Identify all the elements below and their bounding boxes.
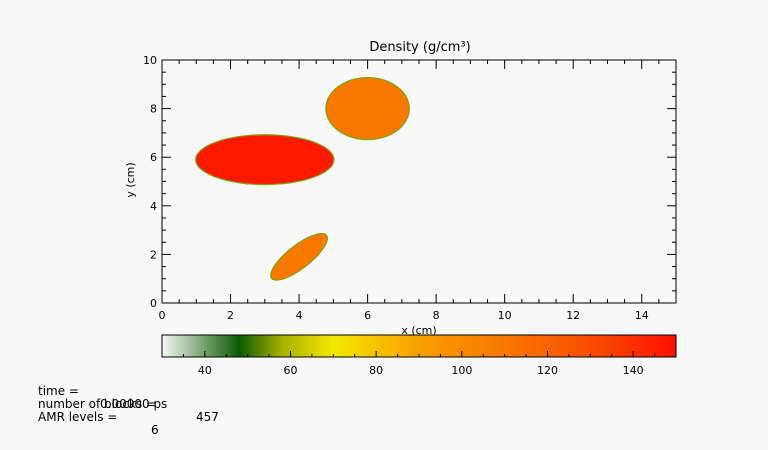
time-row: time = 0.00000 ps	[38, 372, 167, 411]
y-tick-label: 8	[150, 103, 157, 116]
region-fill	[271, 234, 327, 280]
density-region-1	[195, 134, 335, 186]
x-tick-label: 10	[498, 309, 512, 322]
density-region-2	[325, 77, 410, 141]
region-fill	[196, 135, 334, 184]
colorbar-tick-label: 60	[284, 364, 298, 377]
colorbar-tick-label: 80	[369, 364, 383, 377]
blocks-value: 457	[196, 410, 219, 424]
colorbar-tick-label: 40	[198, 364, 212, 377]
x-tick-label: 4	[296, 309, 303, 322]
colorbar-tick-label: 120	[537, 364, 558, 377]
simulation-info: time = 0.00000 ps number of blocks = 457…	[38, 372, 219, 437]
blocks-label: number of blocks =	[38, 397, 156, 411]
x-axis-label: x (cm)	[401, 324, 436, 337]
colorbar-gradient	[161, 334, 677, 358]
region-fill	[326, 78, 409, 139]
x-tick-label: 8	[433, 309, 440, 322]
chart-title: Density (g/cm³)	[369, 40, 470, 55]
axes: 0 2 4 6 8 10 12 14 0 2 4 6 8 10	[143, 54, 677, 322]
blocks-row: number of blocks = 457	[38, 385, 219, 424]
x-tick-label: 12	[566, 309, 580, 322]
colorbar-tick-label: 140	[623, 364, 644, 377]
y-tick-label: 2	[150, 248, 157, 261]
x-tick-label: 6	[364, 309, 371, 322]
time-label: time =	[38, 384, 79, 398]
x-tick-label: 14	[635, 309, 649, 322]
density-regions	[195, 77, 410, 281]
amr-value: 6	[151, 423, 159, 437]
amr-label: AMR levels =	[38, 410, 118, 424]
x-tick-label: 2	[227, 309, 234, 322]
x-tick-label: 0	[159, 309, 166, 322]
y-tick-label: 10	[143, 54, 157, 67]
y-axis-label: y (cm)	[124, 162, 137, 197]
y-tick-label: 4	[150, 200, 157, 213]
time-value: 0.00000 ps	[100, 397, 168, 411]
density-region-3	[270, 232, 328, 281]
colorbar-tick-label: 100	[451, 364, 472, 377]
y-tick-label: 6	[150, 151, 157, 164]
colorbar: 40 60 80 100 120 140	[161, 334, 677, 377]
y-tick-label: 0	[150, 297, 157, 310]
amr-row: AMR levels = 6	[38, 398, 159, 437]
